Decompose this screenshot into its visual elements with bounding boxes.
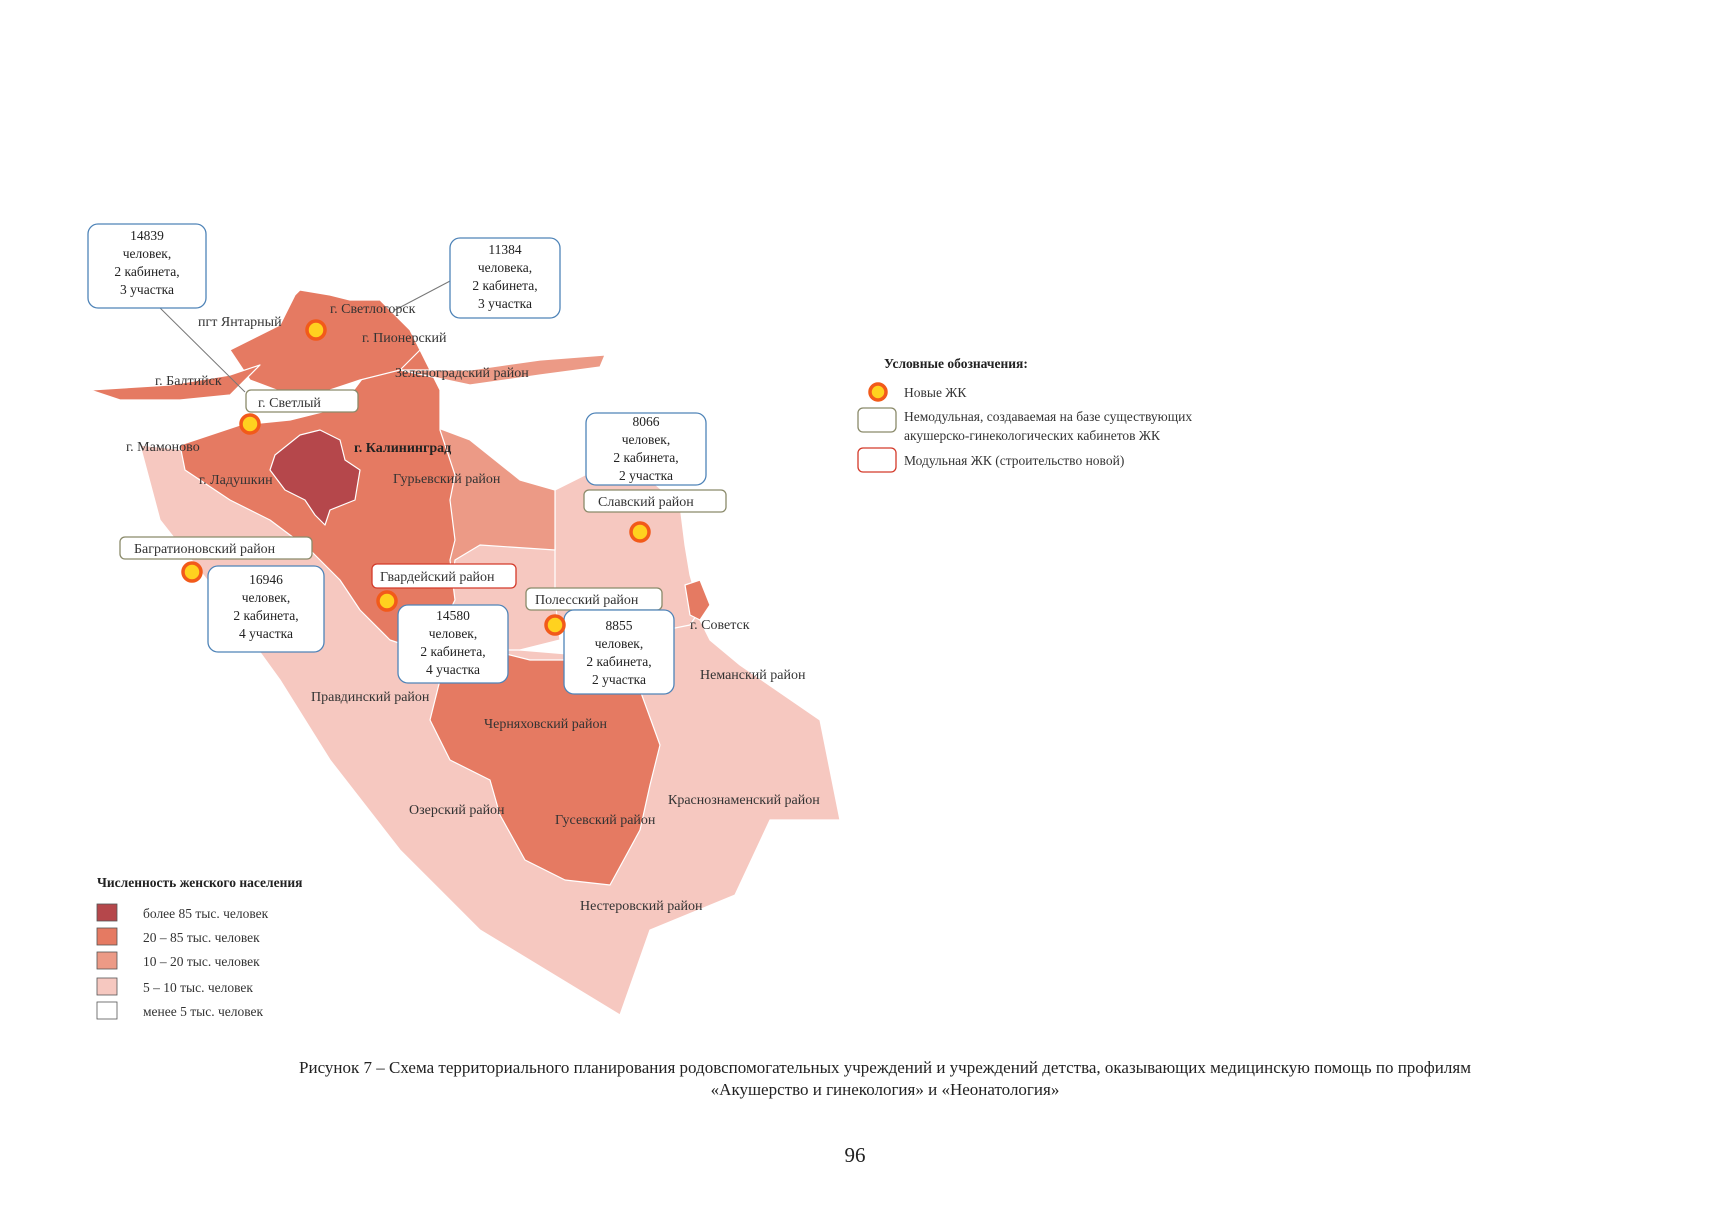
label-mamonovo: г. Мамоново: [126, 440, 200, 455]
label-gvardeysky: Гвардейский район: [380, 570, 495, 585]
legend-symbols-title: Условные обозначения:: [884, 356, 1028, 371]
callout-1-sites: 3 участка: [120, 282, 174, 297]
callout-1-people: человек,: [123, 246, 172, 261]
district-kaliningrad: [269, 429, 361, 526]
callout-3-cabinets: 2 кабинета,: [613, 450, 678, 465]
marker-slavsky: [629, 521, 651, 543]
label-nemansky: Неманский район: [700, 668, 806, 683]
curonian-spit: [399, 354, 606, 386]
marker-svetly: [239, 413, 261, 435]
callout-6-count: 8855: [606, 618, 633, 633]
label-baltiysk: г. Балтийск: [155, 374, 222, 389]
label-ladushkin: г. Ладушкин: [199, 473, 273, 488]
label-gusevsky: Гусевский район: [555, 813, 656, 828]
callout-2-sites: 3 участка: [478, 296, 532, 311]
callout-leaders: [151, 279, 453, 393]
legend-pop-over-85: более 85 тыс. человек: [143, 906, 269, 921]
callout-4-cabinets: 2 кабинета,: [233, 608, 298, 623]
legend-pop-20-85: 20 – 85 тыс. человек: [143, 930, 260, 945]
caption-line-1: Рисунок 7 – Схема территориального плани…: [299, 1058, 1471, 1077]
legend-non-modular-line2: акушерско-гинекологических кабинетов ЖК: [904, 428, 1161, 443]
district-sovetsk: [684, 579, 711, 621]
swatch-10-20: [96, 951, 118, 970]
callout-3-sites: 2 участка: [619, 468, 673, 483]
marker-gvardeysky: [376, 590, 398, 612]
zk-markers: [181, 319, 651, 636]
callout-4-people: человек,: [242, 590, 291, 605]
callout-3-count: 8066: [633, 414, 660, 429]
legend-pop-10-20: 10 – 20 тыс. человек: [143, 954, 260, 969]
callout-6-cabinets: 2 кабинета,: [586, 654, 651, 669]
label-pravdinsky: Правдинский район: [311, 690, 430, 705]
legend-new-zk: Новые ЖК: [904, 385, 967, 400]
legend-marker-icon: [868, 382, 888, 402]
page-number: 96: [844, 1143, 866, 1167]
label-kaliningrad: г. Калининград: [354, 441, 451, 456]
label-svetlogorsk: г. Светлогорск: [330, 302, 416, 317]
label-slavsky: Славский район: [598, 495, 694, 510]
callout-4-sites: 4 участка: [239, 626, 293, 641]
callout-6-people: человек,: [595, 636, 644, 651]
callout-6-sites: 2 участка: [592, 672, 646, 687]
label-polessky: Полесский район: [535, 593, 639, 608]
callout-2-people: человека,: [478, 260, 532, 275]
marker-bagrationovsky: [181, 561, 203, 583]
callout-2-cabinets: 2 кабинета,: [472, 278, 537, 293]
district-boxes: [119, 389, 727, 611]
swatch-20-85: [96, 927, 118, 946]
legend-pop-5-10: 5 – 10 тыс. человек: [143, 980, 253, 995]
label-guryevsky: Гурьевский район: [393, 472, 501, 487]
legend-population: Численность женского населения более 85 …: [96, 875, 302, 1020]
legend-non-modular-line1: Немодульная, создаваемая на базе существ…: [904, 409, 1192, 424]
callout-boxes: [87, 223, 707, 695]
callout-5-cabinets: 2 кабинета,: [420, 644, 485, 659]
swatch-over-85: [96, 903, 118, 922]
map-labels: пгт Янтарный г. Светлогорск г. Пионерски…: [126, 302, 820, 914]
marker-polessky: [544, 614, 566, 636]
label-svetly: г. Светлый: [258, 396, 321, 411]
legend-non-modular-icon: [857, 407, 897, 433]
label-sovetsk: г. Советск: [690, 618, 750, 633]
marker-yantarny: [305, 319, 327, 341]
label-pionersky: г. Пионерский: [362, 331, 447, 346]
callout-5-sites: 4 участка: [426, 662, 480, 677]
label-yantarny: пгт Янтарный: [198, 315, 282, 330]
label-nesterovsky: Нестеровский район: [580, 899, 703, 914]
legend-modular-icon: [857, 447, 897, 473]
baltic-spit: [89, 364, 261, 401]
caption-line-2: «Акушерство и гинекология» и «Неонатолог…: [710, 1080, 1060, 1099]
swatch-under-5: [96, 1001, 118, 1020]
label-bagrationovsky: Багратионовский район: [134, 542, 276, 557]
swatch-5-10: [96, 977, 118, 996]
legend-population-title: Численность женского населения: [97, 875, 302, 890]
legend-pop-under-5: менее 5 тыс. человек: [143, 1004, 264, 1019]
callout-5-count: 14580: [436, 608, 470, 623]
callout-1-count: 14839: [130, 228, 164, 243]
figure-caption: Рисунок 7 – Схема территориального плани…: [160, 1057, 1610, 1101]
label-ozersky: Озерский район: [409, 803, 505, 818]
callout-5-people: человек,: [429, 626, 478, 641]
callout-1-cabinets: 2 кабинета,: [114, 264, 179, 279]
callout-texts: 14839 человек, 2 кабинета, 3 участка 113…: [114, 228, 678, 687]
label-krasnoznamensky: Краснознаменский район: [668, 793, 820, 808]
callout-2-count: 11384: [488, 242, 521, 257]
callout-3-people: человек,: [622, 432, 671, 447]
legend-symbols: Условные обозначения: Новые ЖК Немодульн…: [857, 356, 1192, 473]
label-chernyakhovsky: Черняховский район: [484, 717, 607, 732]
label-zelenogradsky: Зеленоградский район: [395, 366, 529, 381]
callout-4-count: 16946: [249, 572, 283, 587]
legend-modular: Модульная ЖК (строительство новой): [904, 453, 1124, 468]
